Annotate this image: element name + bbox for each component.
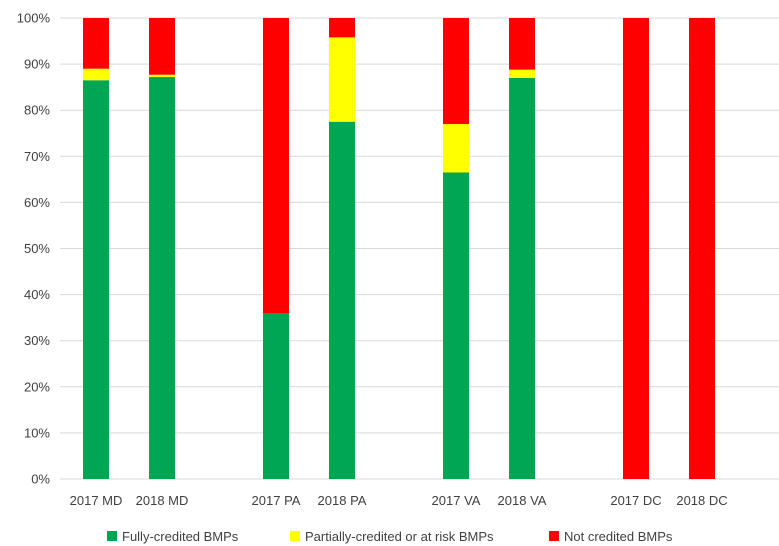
- bar-2017-va-partially-credited-or-at-risk-bmps: [443, 124, 469, 173]
- x-category-label: 2018 VA: [498, 493, 547, 508]
- bar-2017-md-partially-credited-or-at-risk-bmps: [83, 68, 109, 81]
- x-axis-category-labels: 2017 MD 2018 MD 2017 PA 2018 PA 2017 VA 2018 …: [70, 493, 728, 508]
- x-category-label: 2017 VA: [432, 493, 481, 508]
- legend-label: Partially-credited or at risk BMPs: [305, 529, 494, 544]
- gridlines: [60, 17, 779, 480]
- bars: [83, 18, 715, 480]
- y-tick-label: 30%: [24, 333, 50, 348]
- y-tick-label: 50%: [24, 241, 50, 256]
- x-category-label: 2017 MD: [70, 493, 123, 508]
- x-category-label: 2018 PA: [318, 493, 367, 508]
- bar-2018-pa-fully-credited-bmps: [329, 121, 355, 479]
- legend-swatch-not-credited-bmps: [549, 531, 559, 541]
- bar-2017-pa-fully-credited-bmps: [263, 313, 289, 479]
- y-tick-label: 40%: [24, 287, 50, 302]
- x-category-label: 2017 PA: [252, 493, 301, 508]
- bar-2018-dc-not-credited-bmps: [689, 18, 715, 479]
- bar-2018-md-fully-credited-bmps: [149, 77, 175, 480]
- bar-2018-pa-partially-credited-or-at-risk-bmps: [329, 37, 355, 122]
- bar-2017-va-fully-credited-bmps: [443, 172, 469, 479]
- bar-2018-va-partially-credited-or-at-risk-bmps: [509, 69, 535, 78]
- y-tick-label: 60%: [24, 195, 50, 210]
- legend-swatch-partially-credited-or-at-risk-bmps: [290, 531, 300, 541]
- y-tick-label: 90%: [24, 57, 50, 72]
- legend-label: Fully-credited BMPs: [122, 529, 239, 544]
- x-category-label: 2018 DC: [676, 493, 727, 508]
- legend-label: Not credited BMPs: [564, 529, 673, 544]
- y-axis-tick-labels: 0% 10% 20% 30% 40% 50% 60% 70% 80% 90% 100%: [17, 11, 51, 487]
- bar-2017-md-fully-credited-bmps: [83, 80, 109, 480]
- x-category-label: 2018 MD: [136, 493, 189, 508]
- x-category-label: 2017 DC: [610, 493, 661, 508]
- bar-2017-va-not-credited-bmps: [443, 18, 469, 125]
- legend: Fully-credited BMPs Partially-credited or…: [107, 529, 673, 544]
- legend-swatch-fully-credited-bmps: [107, 531, 117, 541]
- y-tick-label: 10%: [24, 425, 50, 440]
- bar-2018-va-fully-credited-bmps: [509, 77, 535, 480]
- y-tick-label: 0%: [31, 472, 50, 487]
- bar-2017-md-not-credited-bmps: [83, 18, 109, 69]
- bar-2017-dc-not-credited-bmps: [623, 18, 649, 479]
- y-tick-label: 20%: [24, 379, 50, 394]
- y-tick-label: 70%: [24, 149, 50, 164]
- y-tick-label: 80%: [24, 103, 50, 118]
- bar-2018-md-not-credited-bmps: [149, 18, 175, 75]
- bar-2017-pa-not-credited-bmps: [263, 18, 289, 314]
- bar-2018-md-partially-credited-or-at-risk-bmps: [149, 74, 175, 78]
- bar-2018-va-not-credited-bmps: [509, 18, 535, 70]
- bar-2018-pa-not-credited-bmps: [329, 18, 355, 38]
- y-tick-label: 100%: [17, 11, 51, 26]
